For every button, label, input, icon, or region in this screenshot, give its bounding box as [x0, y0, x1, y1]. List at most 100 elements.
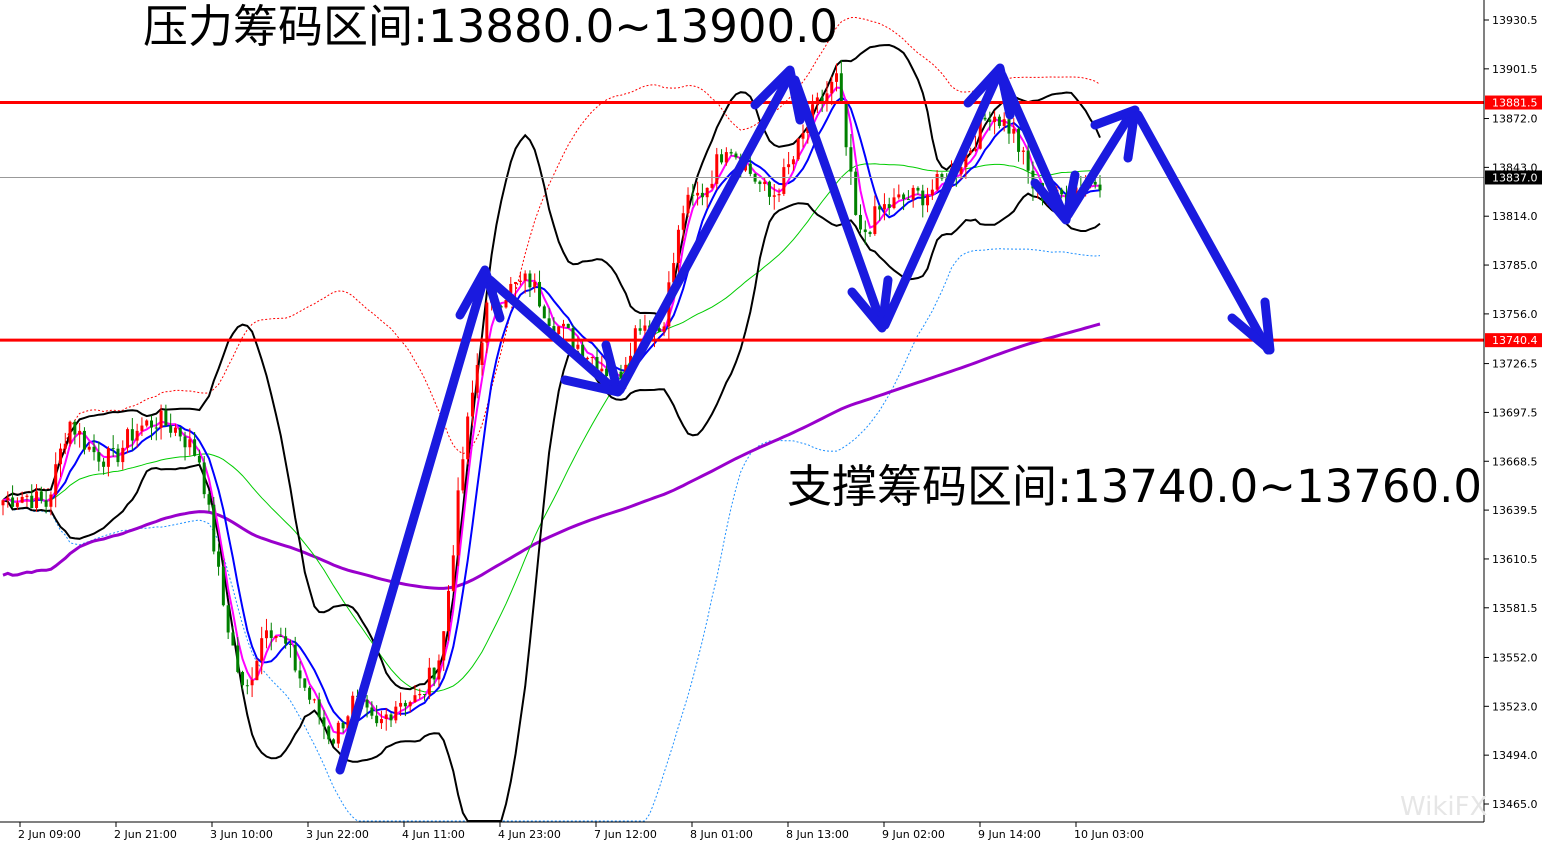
candle-body: [1, 500, 5, 506]
x-tick-label: 9 Jun 02:00: [882, 828, 945, 841]
candle-body: [35, 491, 39, 509]
watermark: WikiFX: [1400, 792, 1487, 822]
candle-body: [470, 392, 474, 417]
candle-body: [264, 630, 268, 639]
candle-body: [1026, 150, 1030, 171]
arrow-up-1: [335, 270, 490, 775]
candle-body: [231, 632, 235, 646]
candle-body: [672, 263, 676, 283]
candle-body: [1060, 189, 1064, 195]
candle-body: [30, 495, 34, 509]
candle-body: [164, 410, 168, 426]
candle-body: [576, 344, 580, 349]
candle-body: [279, 635, 283, 637]
candle-body: [245, 685, 249, 687]
candle-body: [988, 119, 992, 122]
candle-body: [863, 229, 867, 233]
price-axis[interactable]: 13930.5 13901.5 13872.0 13843.0 13814.0 13785…: [1484, 14, 1538, 811]
candle-body: [791, 159, 795, 165]
y-tick-label: 13930.5: [1492, 14, 1538, 27]
candle-body: [341, 722, 345, 729]
candle-body: [777, 193, 781, 196]
candle-body: [183, 436, 187, 448]
x-tick-label: 3 Jun 10:00: [210, 828, 273, 841]
candle-body: [298, 670, 302, 679]
ma-mid-line: [2, 96, 1101, 726]
outer-band-upper: [2, 16, 1101, 501]
x-tick-label: 9 Jun 14:00: [978, 828, 1041, 841]
candle-body: [657, 328, 661, 332]
candle-body: [375, 715, 379, 724]
candle-body: [408, 702, 412, 707]
candle-body: [820, 97, 824, 102]
candle-body: [154, 427, 158, 429]
candle-body: [207, 494, 211, 505]
y-tick-label: 13756.0: [1492, 308, 1538, 321]
candle-body: [581, 344, 585, 360]
candle-body: [432, 667, 436, 680]
candle-body: [892, 197, 896, 209]
candle-body: [159, 410, 163, 428]
arrow-down-1: [485, 275, 620, 395]
candle-body: [332, 739, 336, 744]
candle-body: [969, 150, 973, 154]
candle-body: [566, 323, 570, 328]
candle-body: [15, 502, 19, 507]
x-tick-label: 3 Jun 22:00: [306, 828, 369, 841]
candle-body: [561, 323, 565, 327]
indicator-lines: [2, 16, 1101, 822]
candle-body: [44, 500, 48, 507]
candle-body: [552, 326, 556, 335]
candle-body: [744, 163, 748, 171]
time-axis[interactable]: 2 Jun 09:00 2 Jun 21:00 3 Jun 10:00 3 Jun 2…: [18, 822, 1144, 841]
candle-body: [485, 302, 489, 343]
candle-body: [384, 714, 388, 720]
candle-body: [796, 138, 800, 160]
candle-body: [930, 189, 934, 196]
candle-body: [715, 154, 719, 184]
candle-body: [221, 566, 225, 606]
candle-body: [78, 430, 82, 435]
candle-body: [748, 163, 752, 174]
arrow-up-4: [1063, 107, 1137, 220]
candle-body: [906, 199, 910, 201]
candle-body: [351, 695, 355, 717]
candle-body: [700, 192, 704, 198]
candle-body: [997, 116, 1001, 126]
candle-body: [288, 643, 292, 645]
level-price-tag: [1485, 333, 1542, 348]
y-tick-label: 13814.0: [1492, 210, 1538, 223]
candle-body: [806, 127, 810, 134]
horizontal-levels[interactable]: 13881.5 13740.4 13837.0: [0, 95, 1542, 348]
candle-body: [20, 496, 24, 503]
arrow-head-3: [750, 65, 805, 125]
candle-body: [801, 133, 805, 139]
candle-body: [413, 695, 417, 703]
candle-body: [811, 104, 815, 128]
x-tick-label: 8 Jun 13:00: [786, 828, 849, 841]
candle-body: [835, 73, 839, 82]
candle-body: [897, 194, 901, 198]
candle-body: [959, 167, 963, 175]
y-tick-label: 13697.5: [1492, 406, 1538, 419]
candle-body: [418, 693, 422, 696]
x-tick-label: 2 Jun 09:00: [18, 828, 81, 841]
candle-body: [1021, 150, 1025, 152]
ma-long-line: [2, 322, 1101, 590]
candle-body: [303, 678, 307, 688]
candle-body: [178, 427, 182, 437]
candle-body: [293, 644, 297, 671]
candle-body: [772, 195, 776, 197]
candle-body: [605, 368, 609, 377]
candle-body: [389, 714, 393, 721]
candle-body: [983, 117, 987, 120]
candle-body: [106, 448, 110, 467]
x-tick-label: 8 Jun 01:00: [690, 828, 753, 841]
y-tick-label: 13843.0: [1492, 161, 1538, 174]
candle-body: [346, 716, 350, 729]
candle-body: [327, 726, 331, 740]
candle-body: [447, 590, 451, 632]
candle-body: [1093, 181, 1097, 185]
candle-body: [878, 206, 882, 210]
support-annotation: 支撑筹码区间:13740.0~13760.0: [787, 460, 1483, 513]
